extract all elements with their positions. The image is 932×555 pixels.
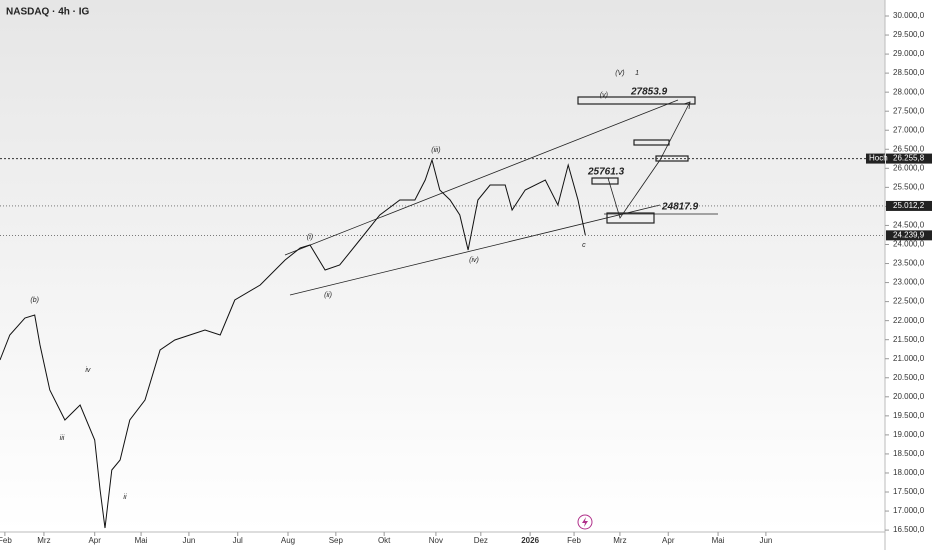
price-tag-label: 26.255,8: [893, 154, 925, 163]
y-tick-label: 29.000,0: [893, 49, 925, 58]
level-name-tag: [866, 153, 885, 164]
y-tick-label: 27.000,0: [893, 125, 925, 134]
wave-label: (b): [30, 297, 39, 304]
price-tag-label: 25.012,2: [893, 201, 925, 210]
wedge-upper: [284, 99, 679, 256]
event-icon[interactable]: [577, 514, 593, 530]
y-tick-label: 17.000,0: [893, 506, 925, 515]
y-tick-label: 23.000,0: [893, 278, 925, 287]
wave-label: (i): [307, 234, 313, 241]
x-tick-label: Apr: [662, 536, 675, 545]
x-tick-label: Sep: [329, 536, 344, 545]
wave-label: (iv): [469, 257, 479, 264]
y-tick-label: 21.500,0: [893, 335, 925, 344]
wedge-lower: [289, 204, 661, 296]
y-tick-label: 19.000,0: [893, 430, 925, 439]
y-tick-label: 27.500,0: [893, 106, 925, 115]
y-tick-label: 22.500,0: [893, 297, 925, 306]
x-tick-label: Apr: [88, 536, 101, 545]
y-tick-label: 20.500,0: [893, 373, 925, 382]
wave-label: (ii): [324, 292, 332, 299]
wave-label: 1: [635, 70, 639, 77]
y-tick-label: 24.500,0: [893, 221, 925, 230]
y-tick-label: 24.000,0: [893, 240, 925, 249]
y-tick-label: 22.000,0: [893, 316, 925, 325]
price-tag: [886, 230, 932, 241]
x-tick-label: Feb: [567, 536, 581, 545]
y-tick-label: 19.500,0: [893, 411, 925, 420]
target-label: 25761.3: [587, 167, 625, 178]
wave-label: c: [582, 242, 586, 249]
event-icon-bolt: [582, 517, 588, 527]
wave-label: (iii): [431, 147, 440, 154]
x-tick-label: Mai: [712, 536, 725, 545]
y-tick-label: 17.500,0: [893, 487, 925, 496]
wave-label: iv: [85, 367, 91, 374]
wave-label: iii: [60, 435, 65, 442]
x-tick-label: 2026: [521, 536, 539, 545]
arrow-head: [683, 101, 691, 110]
chart-title: NASDAQ · 4h · IG: [6, 7, 90, 18]
projection: [607, 101, 691, 219]
y-tick-label: 18.000,0: [893, 468, 925, 477]
y-tick-label: 20.000,0: [893, 392, 925, 401]
x-tick-label: Mrz: [613, 536, 626, 545]
price-tag: [886, 153, 932, 164]
target-box: [591, 177, 619, 185]
y-tick-label: 28.000,0: [893, 87, 925, 96]
x-tick-label: Jun: [182, 536, 195, 545]
x-tick-label: Mai: [135, 536, 148, 545]
y-tick-label: 23.500,0: [893, 259, 925, 268]
target-box: [577, 96, 696, 105]
price-line: [0, 158, 586, 529]
y-tick-label: 30.000,0: [893, 11, 925, 20]
x-tick-label: Jul: [233, 536, 243, 545]
x-tick-label: Mrz: [37, 536, 50, 545]
x-tick-label: Okt: [378, 536, 391, 545]
target-box: [633, 139, 670, 146]
target-label: 24817.9: [661, 202, 699, 213]
wave-label: (v): [600, 92, 608, 99]
x-tick-label: Aug: [281, 536, 295, 545]
x-tick-label: Jun: [759, 536, 772, 545]
plot-background: [0, 0, 885, 532]
x-tick-label: Nov: [429, 536, 443, 545]
level-name: Hoch: [869, 154, 888, 163]
y-tick-label: 18.500,0: [893, 449, 925, 458]
y-tick-label: 25.500,0: [893, 182, 925, 191]
y-tick-label: 21.000,0: [893, 354, 925, 363]
y-tick-label: 29.500,0: [893, 30, 925, 39]
y-tick-label: 16.500,0: [893, 525, 925, 534]
x-tick-label: Feb: [0, 536, 12, 545]
y-tick-label: 26.000,0: [893, 163, 925, 172]
y-tick-label: 28.500,0: [893, 68, 925, 77]
target-label: 27853.9: [630, 87, 668, 98]
price-tag: [886, 200, 932, 211]
target-box: [606, 212, 655, 224]
price-tag-label: 24.239,9: [893, 230, 925, 239]
wave-label: (V): [615, 70, 624, 77]
wave-label: ii: [123, 494, 127, 501]
y-tick-label: 26.500,0: [893, 144, 925, 153]
x-tick-label: Dez: [474, 536, 488, 545]
